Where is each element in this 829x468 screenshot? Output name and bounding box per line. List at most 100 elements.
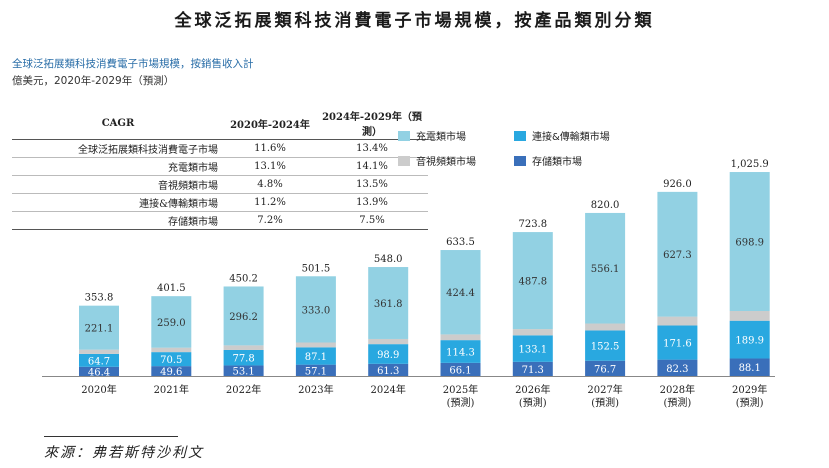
- x-tick-note: (預測): [519, 396, 547, 409]
- data-label: 296.2: [229, 312, 258, 323]
- bar-segment: [295, 347, 336, 365]
- unit-label: 億美元，2020年-2029年（預測）: [12, 75, 175, 87]
- cagr-row: 音視頻類市場 4.8% 13.5%: [12, 175, 428, 194]
- bar-segment: [657, 325, 698, 360]
- bar-segment: [440, 340, 481, 363]
- bar-segment: [223, 286, 264, 346]
- total-label: 1,025.9: [731, 159, 769, 170]
- data-label: 221.1: [85, 324, 114, 335]
- data-label: 333.0: [302, 305, 331, 316]
- x-tick-label: 2020年: [81, 383, 116, 396]
- data-label: 87.1: [305, 352, 327, 363]
- cagr-row: 全球泛拓展類科技消費電子市場 11.6% 13.4%: [12, 139, 428, 158]
- data-label: 152.5: [591, 342, 620, 353]
- bar-segment: [585, 323, 626, 331]
- data-label: 171.6: [663, 339, 692, 350]
- bar-segment: [151, 366, 192, 376]
- data-label: 114.3: [446, 347, 475, 358]
- bar-segment: [512, 335, 553, 362]
- legend-swatch: [398, 155, 410, 166]
- x-tick-note: (預測): [736, 396, 764, 409]
- cagr-row-value: 11.2%: [224, 193, 316, 212]
- bar-segment: [295, 364, 336, 376]
- bar-segment: [368, 338, 409, 345]
- cagr-header-label: CAGR: [12, 107, 224, 140]
- data-label: 98.9: [377, 350, 399, 361]
- data-label: 487.8: [518, 277, 547, 288]
- x-tick-label: 2025年: [443, 383, 478, 396]
- cagr-row-value: 13.4%: [316, 139, 428, 158]
- bar-segment: [657, 316, 698, 326]
- bar-segment: [512, 232, 553, 330]
- data-label: 556.1: [591, 264, 620, 275]
- bar-segment: [657, 359, 698, 376]
- total-label: 723.8: [518, 219, 547, 230]
- bar-segment: [729, 310, 770, 321]
- total-label: 633.5: [446, 237, 475, 248]
- x-tick-label: 2024年: [370, 383, 405, 396]
- total-label: 353.8: [85, 293, 114, 304]
- data-label: 189.9: [735, 336, 764, 347]
- total-label: 501.5: [302, 263, 331, 274]
- bar-segment: [223, 345, 264, 350]
- data-label: 49.6: [160, 367, 182, 378]
- cagr-row: 充電類市場 13.1% 14.1%: [12, 157, 428, 176]
- bar-segment: [440, 362, 481, 376]
- total-label: 548.0: [374, 254, 403, 265]
- bar-segment: [368, 363, 409, 376]
- data-label: 57.1: [305, 366, 327, 377]
- data-label: 133.1: [518, 345, 547, 356]
- cagr-row-label: 連接&傳輸類市場: [12, 193, 224, 212]
- bar-segment: [79, 353, 119, 367]
- data-label: 46.4: [88, 367, 110, 378]
- bar-segment: [512, 361, 553, 376]
- legend-swatch: [398, 130, 410, 141]
- source-note: 來源：弗若斯特沙利文: [44, 445, 204, 461]
- cagr-row-label: 音視頻類市場: [12, 175, 224, 194]
- legend-swatch: [514, 155, 526, 166]
- bar-segment: [585, 212, 626, 324]
- data-label: 259.0: [157, 318, 186, 329]
- bar-segment: [729, 358, 770, 376]
- cagr-row-value: 4.8%: [224, 175, 316, 194]
- x-tick-label: 2027年: [587, 383, 622, 396]
- bar-segment: [368, 344, 409, 364]
- bar-segment: [295, 342, 336, 348]
- x-tick-note: (預測): [663, 396, 691, 409]
- cagr-row-value: 7.2%: [224, 211, 316, 230]
- cagr-row: 連接&傳輸類市場 11.2% 13.9%: [12, 193, 428, 212]
- cagr-row-value: 13.1%: [224, 157, 316, 176]
- data-label: 71.3: [522, 365, 544, 376]
- x-tick-label: 2022年: [226, 383, 261, 396]
- legend-label: 連接&傳輸類市場: [532, 132, 610, 143]
- data-label: 698.9: [735, 238, 764, 249]
- source-divider: [44, 436, 178, 437]
- bar-segment: [151, 352, 192, 367]
- x-tick-note: (預測): [447, 396, 475, 409]
- data-label: 64.7: [88, 356, 110, 367]
- cagr-header-period1: 2020年-2024年: [224, 107, 316, 140]
- cagr-header-row: CAGR 2020年-2024年 2024年-2029年（預測）: [12, 107, 428, 140]
- total-label: 401.5: [157, 283, 186, 294]
- bar-segment: [368, 267, 409, 339]
- bar-segment: [151, 296, 192, 348]
- data-label: 76.7: [594, 364, 616, 375]
- data-label: 88.1: [739, 363, 761, 374]
- cagr-row-value: 13.9%: [316, 193, 428, 212]
- data-label: 627.3: [663, 250, 692, 261]
- cagr-table: CAGR 2020年-2024年 2024年-2029年（預測） 全球泛拓展類科…: [12, 107, 428, 230]
- legend-item-charging: 充電類市場: [398, 128, 466, 143]
- bar-segment: [295, 276, 336, 343]
- x-tick-note: (預測): [591, 396, 619, 409]
- legend-item-audio-video: 音視頻類市場: [398, 153, 476, 168]
- cagr-row-label: 充電類市場: [12, 157, 224, 176]
- bar-segment: [79, 349, 119, 354]
- x-tick-label: 2028年: [660, 383, 695, 396]
- legend-swatch: [514, 130, 526, 141]
- legend-item-storage: 存儲類市場: [514, 153, 582, 168]
- legend-label: 存儲類市場: [532, 157, 582, 168]
- data-label: 66.1: [449, 365, 471, 376]
- bar-segment: [223, 349, 264, 366]
- bar-segment: [585, 360, 626, 376]
- legend-item-connection: 連接&傳輸類市場: [514, 128, 610, 143]
